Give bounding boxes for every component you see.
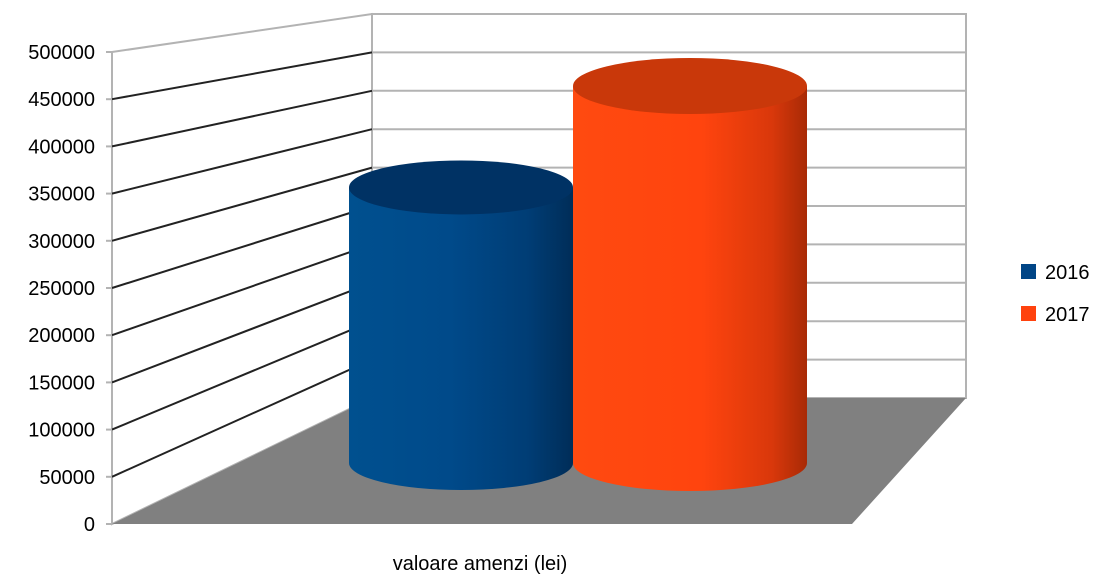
side-gridline [111,51,373,101]
bars [349,58,807,491]
y-tick-label: 400000 [28,136,95,158]
y-tick-label: 50000 [39,467,95,489]
y-axis-ticks: 0 50000 100000 150000 200000 250000 300000 3500… [28,42,112,536]
side-gridline [111,358,373,478]
y-tick-label: 0 [84,514,95,536]
x-category-label: valoare amenzi (lei) [393,553,568,575]
legend-swatch-2016 [1021,264,1036,279]
side-wall-gridlines [111,51,373,478]
bar-2016 [349,160,573,491]
bar-2017 [573,58,807,491]
bar-top-2016 [349,160,573,215]
side-gridline [111,205,373,289]
y-tick-label: 500000 [28,42,95,64]
bar-body-2017 [573,86,807,491]
side-gridline [111,281,373,384]
y-tick-label: 100000 [28,420,95,442]
bar-body-2016 [349,187,573,491]
side-gridline [111,166,373,242]
side-gridline [111,89,373,148]
y-tick-label: 350000 [28,184,95,206]
bar-top-2017 [573,58,807,114]
legend: 2016 2017 [1021,262,1090,326]
side-gridline [111,320,373,431]
y-tick-label: 250000 [28,278,95,300]
y-tick-label: 300000 [28,231,95,253]
side-gridline [111,243,373,337]
side-gridline [111,128,373,195]
y-tick-label: 200000 [28,325,95,347]
legend-label-2017: 2017 [1045,304,1090,326]
legend-label-2016: 2016 [1045,262,1090,284]
y-tick-label: 150000 [28,372,95,394]
legend-swatch-2017 [1021,306,1036,321]
y-tick-label: 450000 [28,89,95,111]
